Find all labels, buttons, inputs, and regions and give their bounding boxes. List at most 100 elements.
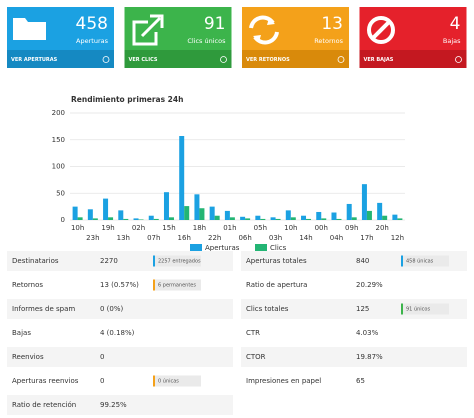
row-label: Impresiones en papel xyxy=(246,377,321,385)
folder-icon xyxy=(13,18,46,40)
legend-swatch xyxy=(255,244,267,251)
badge-text: 91 únicos xyxy=(406,306,430,313)
x-tick-label: 03h xyxy=(269,234,282,242)
badge-text: 2257 entregados xyxy=(158,259,201,265)
card-value: 458 xyxy=(76,14,108,34)
card-value: 4 xyxy=(450,14,461,34)
link-arrow xyxy=(337,56,345,63)
bar xyxy=(382,215,388,220)
badge xyxy=(153,279,201,291)
card-label: Clics únicos xyxy=(187,37,226,45)
bar xyxy=(377,202,383,220)
row-value: 840 xyxy=(356,257,369,265)
table-row xyxy=(7,323,233,343)
card-footer[interactable] xyxy=(124,50,232,68)
badge-bar xyxy=(153,279,155,291)
bar xyxy=(103,198,109,220)
row-label: CTR xyxy=(246,329,260,337)
row-label: Informes de spam xyxy=(12,305,75,313)
row-value: 20.29% xyxy=(356,281,383,289)
x-tick-label: 23h xyxy=(86,234,99,242)
row-value: 0 xyxy=(100,353,104,361)
row-value: 13 (0.57%) xyxy=(100,281,139,289)
row-label: Clics totales xyxy=(246,305,289,313)
bar xyxy=(301,215,307,220)
bar xyxy=(133,218,139,220)
row-label: Aperturas reenvios xyxy=(12,377,79,385)
row-label: Ratio de retención xyxy=(12,401,76,409)
row-label: Aperturas totales xyxy=(246,257,307,265)
table-row xyxy=(7,395,233,415)
ban-icon xyxy=(367,16,395,44)
badge xyxy=(401,303,449,315)
x-tick-label: 01h xyxy=(223,224,236,232)
refresh-arrows xyxy=(253,18,275,42)
x-tick-label: 18h xyxy=(193,224,206,232)
bar xyxy=(346,203,352,220)
row-label: Bajas xyxy=(12,329,31,337)
bar xyxy=(214,215,220,220)
legend-label: Aperturas xyxy=(205,244,240,252)
chart-title: Rendimiento primeras 24h xyxy=(71,95,183,104)
card-value: 91 xyxy=(204,14,226,34)
card-link[interactable]: VER APERTURAS xyxy=(11,57,58,63)
card-label: Bajas xyxy=(443,37,461,45)
card-footer[interactable] xyxy=(242,50,349,68)
x-tick-label: 22h xyxy=(208,234,221,242)
badge-bar xyxy=(401,303,403,315)
x-tick-label: 20h xyxy=(375,224,388,232)
bar xyxy=(331,212,337,220)
x-tick-label: 14h xyxy=(299,234,312,242)
y-tick-label: 100 xyxy=(52,163,65,171)
bar xyxy=(240,216,246,220)
bar xyxy=(163,192,169,220)
x-tick-label: 13h xyxy=(117,234,130,242)
bar xyxy=(275,218,281,220)
bar xyxy=(138,219,144,220)
bar xyxy=(209,206,215,220)
row-label: CTOR xyxy=(246,353,266,361)
badge-text: 6 permanentes xyxy=(158,283,196,289)
bar xyxy=(361,184,367,220)
card-icons xyxy=(13,14,395,46)
table-row xyxy=(7,347,233,367)
table-row xyxy=(7,299,233,319)
bar xyxy=(87,209,93,220)
bar xyxy=(336,218,342,220)
bar xyxy=(290,217,296,220)
badge-bar xyxy=(153,375,155,387)
bar xyxy=(148,215,154,220)
row-label: Destinatarios xyxy=(12,257,59,265)
bar xyxy=(245,218,251,220)
x-tick-label: 06h xyxy=(238,234,251,242)
badge-bar xyxy=(153,255,155,267)
badge-bar xyxy=(401,255,403,267)
share-icon xyxy=(132,14,164,46)
link-arrow xyxy=(102,56,110,63)
bar xyxy=(194,194,200,220)
card-link[interactable]: VER CLICS xyxy=(129,57,158,63)
card-footer[interactable] xyxy=(7,50,114,68)
bar xyxy=(316,211,322,220)
bar xyxy=(72,206,78,220)
card-footer[interactable] xyxy=(359,50,467,68)
legend-label: Clics xyxy=(270,244,287,252)
row-value: 65 xyxy=(356,377,365,385)
link-arrow xyxy=(220,56,227,63)
x-tick-label: 09h xyxy=(345,224,358,232)
legend-swatch xyxy=(190,244,202,251)
card-link[interactable]: VER BAJAS xyxy=(364,57,394,63)
bar xyxy=(229,217,235,220)
card-link[interactable]: VER RETORNOS xyxy=(246,57,290,63)
table-row xyxy=(241,371,467,391)
x-tick-label: 15h xyxy=(162,224,175,232)
row-label: Retornos xyxy=(12,281,43,289)
x-tick-label: 10h xyxy=(284,224,297,232)
card-label: Retornos xyxy=(314,37,343,45)
bar xyxy=(366,210,372,220)
card-value: 13 xyxy=(321,14,343,34)
x-tick-label: 05h xyxy=(254,224,267,232)
x-tick-label: 16h xyxy=(178,234,191,242)
link-arrow xyxy=(455,56,462,63)
